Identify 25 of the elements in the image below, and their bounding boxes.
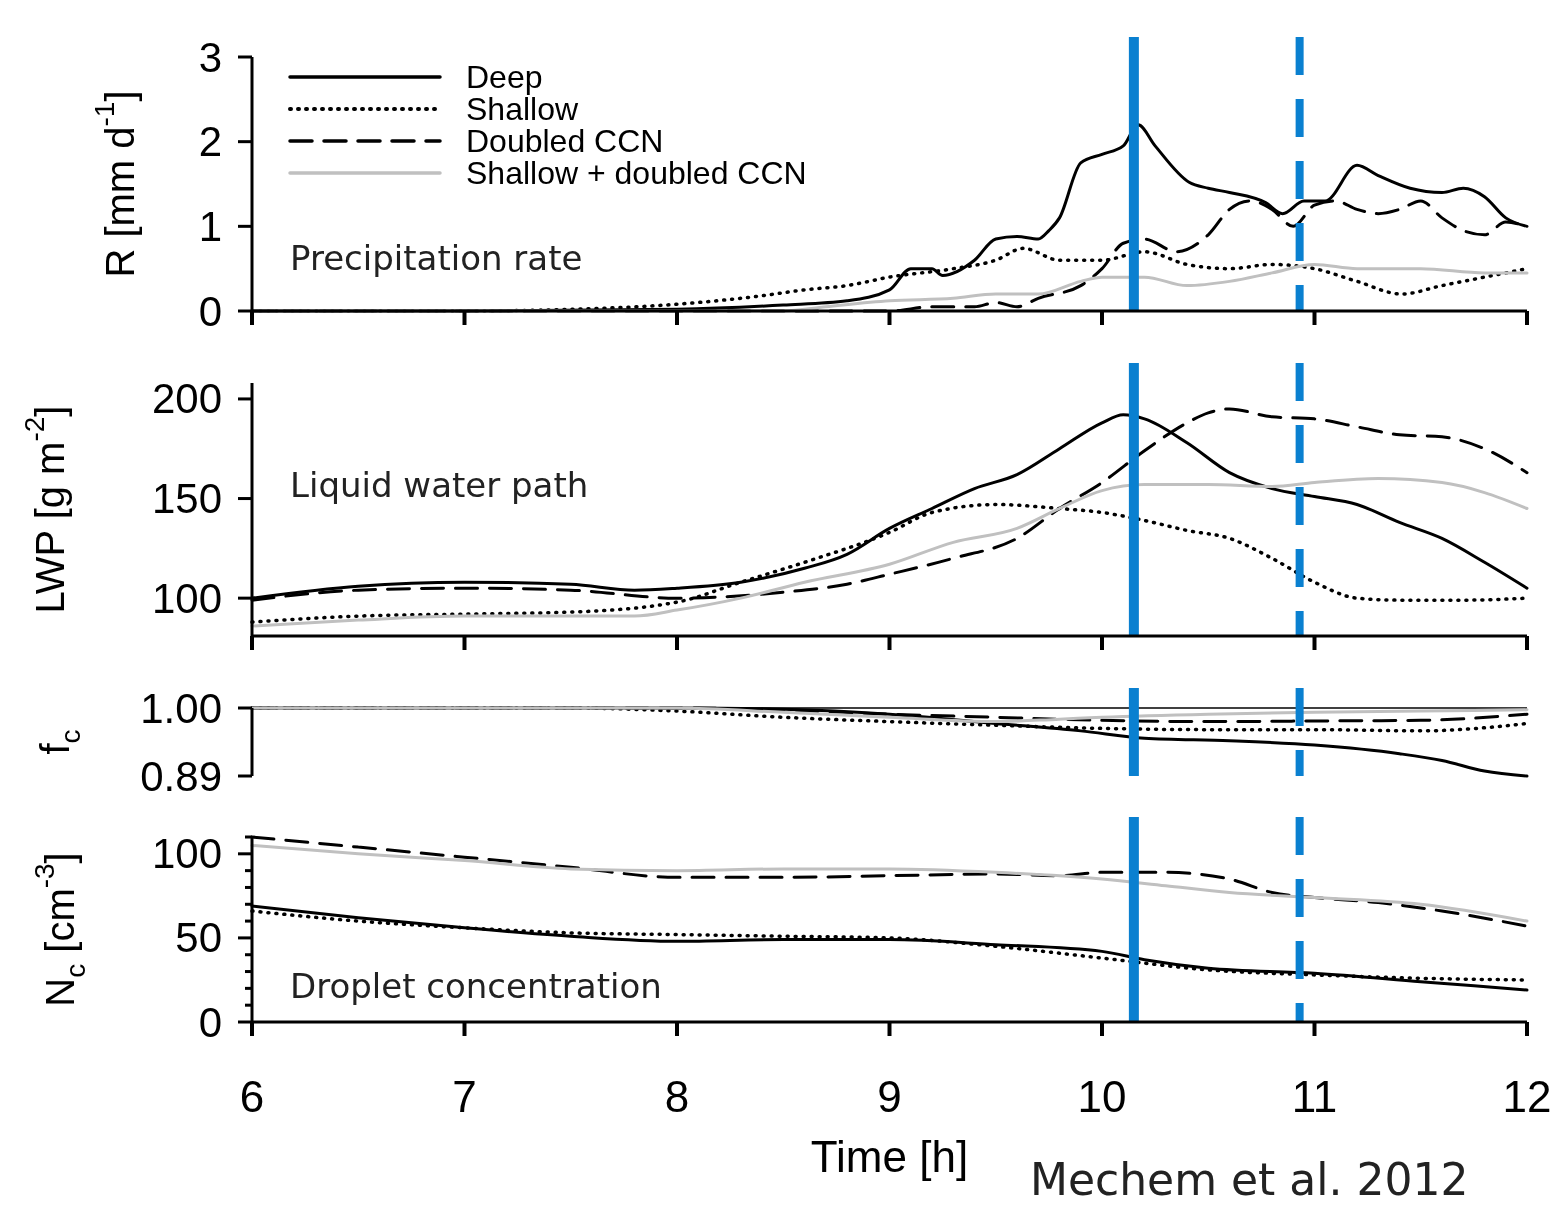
x-tick-label: 11 [1291, 1072, 1338, 1121]
y-tick-label: 200 [151, 375, 222, 423]
y-tick-label: 100 [151, 574, 222, 622]
x-tick-label: 10 [1077, 1072, 1127, 1121]
y-tick-label: 50 [175, 914, 222, 962]
annotation: Precipitation rate [290, 238, 583, 278]
annotation: Liquid water path [290, 465, 589, 505]
x-axis-title: Time [h] [810, 1132, 969, 1181]
y-tick-label: 0 [198, 287, 222, 335]
x-tick-label: 8 [664, 1072, 690, 1121]
text: Mechem et al. 2012 [1030, 1154, 1469, 1205]
legend-label: Deep [466, 59, 543, 95]
x-tick-label: 7 [452, 1072, 477, 1121]
x-tick-label: 6 [239, 1072, 265, 1121]
y-tick-label: 1.00 [140, 684, 222, 732]
y-tick-label: 100 [151, 830, 222, 878]
y-tick-label: 3 [198, 33, 222, 81]
y-tick-label: 0.89 [140, 752, 222, 800]
y-tick-label: 2 [198, 118, 222, 166]
x-tick-label: 9 [877, 1072, 902, 1121]
y-tick-label: 1 [198, 202, 222, 250]
x-tick-label: 12 [1502, 1072, 1552, 1121]
annotation: Droplet concentration [290, 966, 662, 1006]
y-tick-label: 150 [151, 475, 222, 523]
y-tick-label: 0 [198, 998, 222, 1046]
